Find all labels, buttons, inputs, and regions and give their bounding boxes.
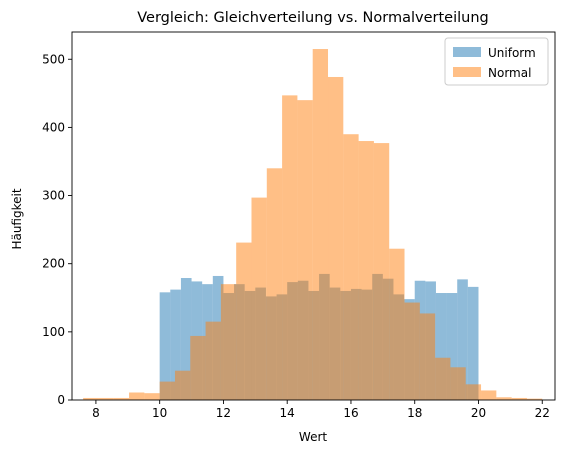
x-tick-label: 22: [535, 406, 550, 420]
axes-layer: 8 10 12 14 16 18 20 22 0 100 200 300 400 500: [42, 31, 556, 420]
bar-normal-7: [190, 335, 206, 400]
bar-normal-18: [358, 141, 374, 400]
bar-uniform-26: [435, 293, 447, 400]
legend: Uniform Normal: [444, 37, 549, 86]
bars-layer: [83, 49, 543, 401]
bar-normal-25: [465, 384, 482, 400]
bar-normal-5: [159, 381, 175, 400]
bar-normal-0: [83, 397, 99, 400]
plot-frame: [71, 31, 556, 401]
y-tick-label: 500: [42, 52, 65, 66]
bar-normal-11: [251, 197, 267, 400]
y-tick-label: 400: [42, 120, 65, 134]
bar-normal-3: [129, 392, 145, 400]
bar-uniform-27: [446, 293, 458, 400]
bar-normal-21: [404, 302, 420, 400]
chart-title: Vergleich: Gleichverteilung vs. Normalve…: [137, 10, 488, 26]
x-axis-label: Wert: [299, 430, 327, 444]
bar-normal-6: [174, 370, 191, 400]
y-tick-label: 100: [42, 325, 65, 339]
legend-swatch-uniform: [453, 47, 481, 57]
bar-normal-23: [435, 357, 451, 400]
bar-normal-9: [220, 284, 237, 400]
bar-normal-17: [343, 134, 359, 400]
legend-label-normal: Normal: [488, 66, 531, 80]
y-axis-label: Häufigkeit: [10, 188, 24, 249]
y-tick-label: 200: [42, 257, 65, 271]
bar-normal-20: [389, 248, 405, 400]
legend-label-uniform: Uniform: [488, 46, 536, 60]
bar-uniform-1: [170, 289, 181, 400]
x-tick-label: 16: [343, 406, 358, 420]
bar-normal-26: [481, 390, 497, 400]
bar-normal-19: [373, 143, 390, 400]
bar-uniform-2: [180, 278, 192, 400]
bar-normal-22: [419, 313, 436, 400]
bar-normal-8: [205, 321, 221, 400]
bar-normal-10: [236, 242, 252, 400]
y-tick-label: 300: [42, 189, 65, 203]
bar-normal-13: [282, 95, 298, 400]
x-tick-label: 10: [152, 406, 167, 420]
x-tick-label: 8: [92, 406, 100, 420]
bar-uniform-0: [159, 292, 171, 400]
x-tick-label: 12: [216, 406, 231, 420]
bar-normal-14: [297, 100, 313, 401]
bar-normal-28: [511, 397, 527, 400]
bar-normal-16: [328, 76, 344, 400]
bar-normal-15: [312, 49, 329, 400]
bar-normal-2: [113, 397, 130, 400]
bar-uniform-28: [457, 279, 468, 400]
bar-normal-27: [496, 397, 512, 400]
x-tick-label: 20: [471, 406, 486, 420]
x-tick-label: 18: [407, 406, 422, 420]
bar-normal-24: [450, 367, 466, 400]
bar-uniform-29: [467, 286, 479, 400]
y-tick-label: 0: [57, 393, 65, 407]
bar-normal-4: [144, 393, 160, 400]
x-tick-label: 14: [280, 406, 295, 420]
bar-normal-12: [266, 168, 283, 400]
bar-normal-1: [98, 397, 114, 400]
bar-normal-29: [526, 398, 543, 400]
legend-swatch-normal: [453, 67, 481, 77]
